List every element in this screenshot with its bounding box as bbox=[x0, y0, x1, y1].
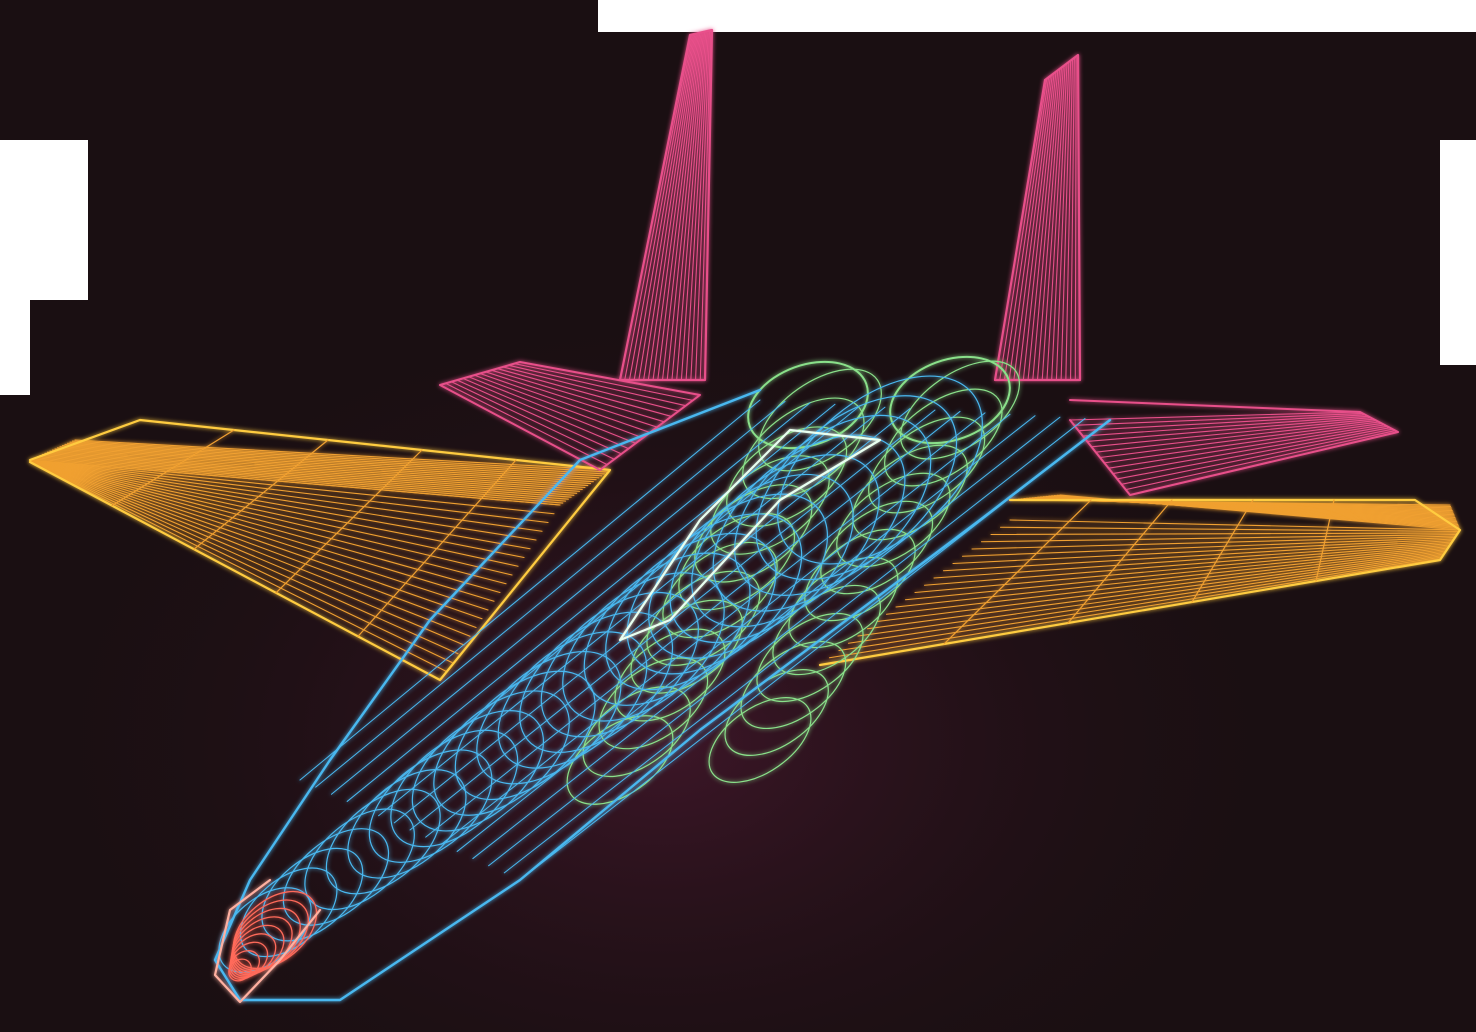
nose-cone bbox=[213, 878, 322, 1004]
right-stabilizer bbox=[1069, 399, 1399, 496]
left-stabilizer bbox=[439, 361, 701, 471]
right-tail-fin bbox=[993, 53, 1082, 382]
left-tail-fin bbox=[618, 28, 714, 382]
fuselage bbox=[213, 375, 1112, 1002]
engine-nacelles bbox=[566, 355, 1021, 805]
right-wing bbox=[818, 494, 1462, 667]
canopy bbox=[618, 428, 882, 642]
left-wing bbox=[28, 418, 612, 682]
